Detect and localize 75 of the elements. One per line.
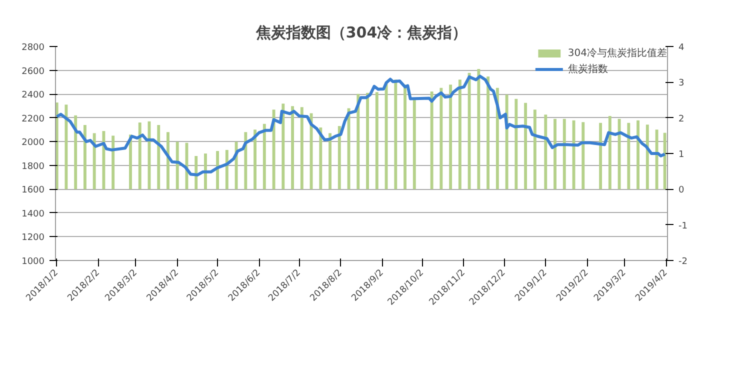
bar — [440, 88, 443, 190]
bar — [319, 127, 322, 190]
bar — [468, 72, 471, 190]
bar — [404, 84, 406, 190]
bar — [64, 104, 68, 190]
bar — [356, 94, 360, 190]
bar — [138, 122, 142, 190]
bar — [216, 151, 220, 190]
y-tick-label: 2000 — [22, 138, 45, 148]
bar — [608, 116, 612, 190]
bar — [328, 133, 332, 190]
bar — [646, 124, 649, 190]
bar — [254, 130, 257, 190]
y2-tick-label: -1 — [678, 221, 688, 232]
bar — [282, 104, 285, 190]
bar — [262, 124, 266, 190]
bar — [449, 84, 452, 190]
bar — [244, 132, 248, 190]
line-series — [56, 74, 666, 176]
bar — [458, 80, 462, 190]
y2-tick-label: -2 — [678, 257, 688, 267]
bar — [347, 108, 350, 190]
bar — [655, 130, 658, 190]
bar — [599, 122, 602, 190]
bar — [394, 80, 398, 190]
bar — [430, 91, 434, 190]
bar — [582, 122, 585, 190]
bar — [166, 132, 170, 190]
bar — [74, 115, 78, 190]
bar — [102, 131, 106, 190]
bar — [272, 110, 276, 190]
bar — [204, 154, 207, 190]
bar — [533, 110, 536, 190]
y-tick-label: 1600 — [22, 186, 45, 196]
bar — [310, 113, 313, 190]
bar — [663, 132, 666, 190]
y-tick-label: 1800 — [22, 162, 45, 172]
bar — [412, 100, 416, 190]
y2-tick-label: 3 — [678, 78, 684, 89]
bar — [486, 76, 490, 190]
bar — [176, 142, 179, 190]
y-tick-label: 2600 — [22, 66, 45, 77]
y2-tick-label: 0 — [678, 186, 684, 196]
y-tick-label: 2400 — [22, 90, 45, 101]
bar — [157, 124, 160, 190]
bar — [291, 106, 294, 190]
y-tick-label: 1200 — [22, 233, 45, 244]
y-tick-label: 1400 — [22, 209, 45, 220]
bar — [300, 107, 304, 190]
y-tick-label: 2200 — [22, 114, 45, 124]
bar — [524, 102, 528, 190]
y-tick-label: 2800 — [22, 43, 45, 53]
bar — [554, 118, 556, 190]
bar — [338, 126, 341, 190]
bar — [366, 92, 369, 190]
bar — [225, 150, 228, 190]
bar — [92, 133, 96, 190]
bar — [618, 118, 621, 190]
legend-label: 焦炭指数 — [568, 62, 608, 76]
y-tick-label: 1000 — [22, 257, 45, 267]
y2-tick-label: 2 — [678, 114, 684, 124]
bar — [544, 114, 548, 190]
bar — [477, 68, 480, 190]
chart-title: 焦炭指数图（304冷：焦炭指） — [254, 24, 468, 42]
bar — [636, 120, 640, 190]
bar — [112, 136, 115, 190]
y2-tick-label: 4 — [678, 43, 684, 53]
bar — [375, 92, 378, 190]
bar — [627, 122, 630, 190]
y2-tick-label: 1 — [678, 150, 684, 160]
bar — [83, 124, 86, 190]
bar — [194, 156, 198, 190]
bar — [562, 118, 566, 190]
legend-label: 304冷与焦炭指比值差 — [568, 46, 667, 60]
bar — [514, 98, 518, 190]
